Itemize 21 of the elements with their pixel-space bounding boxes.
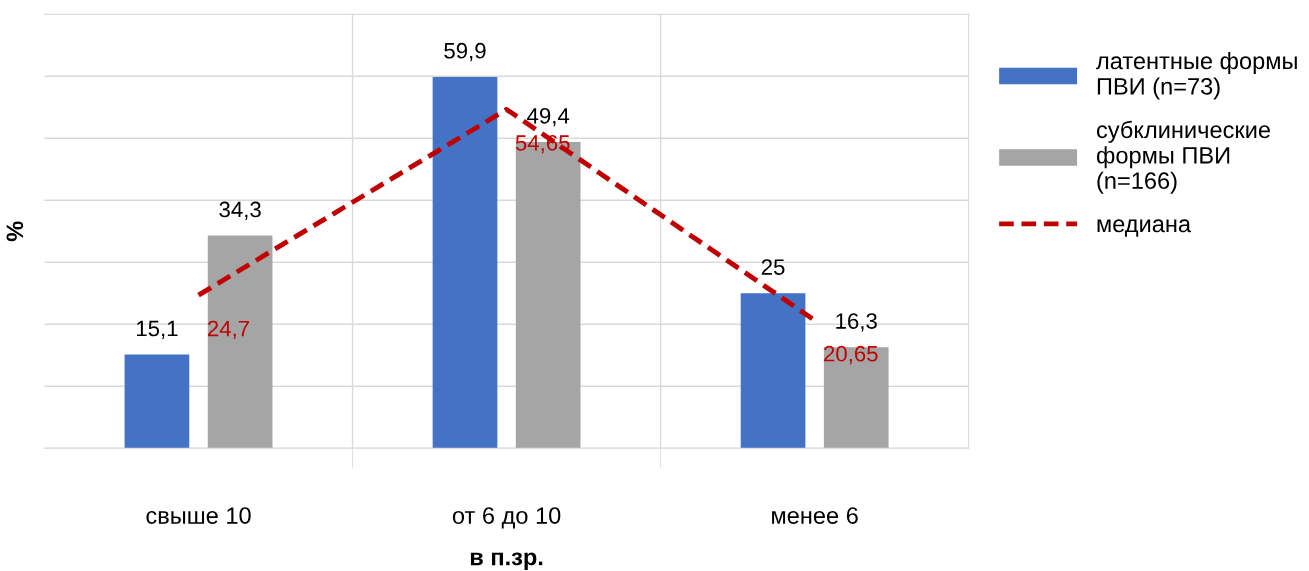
data-label: 24,7 — [207, 320, 249, 340]
data-label: 15,1 — [137, 320, 178, 339]
y-axis-title: % — [6, 221, 24, 242]
x-tick-label: свыше 10 — [146, 507, 251, 524]
data-label: 59,9 — [444, 42, 486, 62]
legend-label: медиана — [1097, 219, 1192, 237]
legend-label: субклинические формы ПВИ (n=166) — [1096, 120, 1270, 194]
data-label: 34,3 — [219, 201, 261, 220]
bar — [823, 347, 889, 449]
x-tick-label: от 6 до 10 — [452, 507, 561, 529]
bar — [207, 235, 273, 449]
x-axis-title: в п.зр. — [470, 552, 543, 571]
data-label: 49,4 — [527, 107, 570, 127]
data-label: 16,3 — [836, 313, 877, 332]
data-label: 25 — [761, 259, 785, 275]
x-tick-label: менее 6 — [772, 507, 858, 524]
bar — [740, 293, 806, 449]
bar — [432, 76, 498, 449]
legend-label: латентные формы ПВИ (n=73) — [1096, 51, 1297, 100]
data-label: 20,65 — [824, 345, 878, 365]
bar — [124, 354, 190, 449]
